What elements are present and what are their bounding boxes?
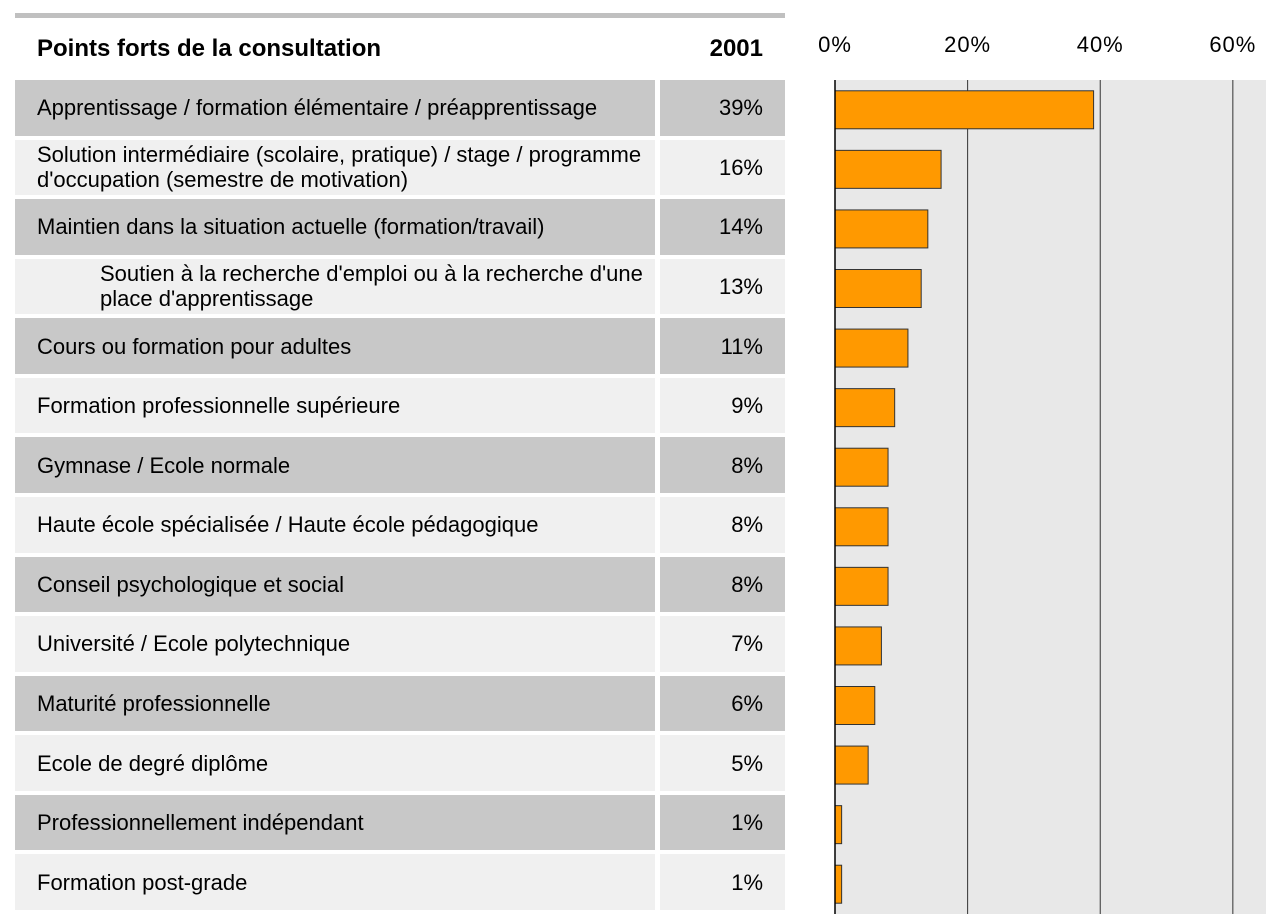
value-label: 5% — [660, 735, 785, 791]
bar — [834, 864, 843, 904]
bar — [834, 328, 909, 368]
bar — [834, 209, 929, 249]
column-header: Points forts de la consultation — [37, 34, 382, 62]
bar — [834, 805, 843, 845]
bar — [834, 90, 1095, 130]
row-label: Conseil psychologique et social — [15, 556, 655, 613]
bar — [834, 447, 889, 487]
row-label: Maintien dans la situation actuelle (for… — [15, 199, 655, 255]
x-tick-label: 0% — [818, 32, 852, 57]
row-label: Université / Ecole polytechnique — [15, 616, 655, 672]
column-header: 2001 — [709, 34, 763, 62]
bar — [834, 388, 896, 428]
value-label: 16% — [660, 139, 785, 196]
bar — [834, 686, 876, 725]
value-label: 1% — [660, 854, 785, 910]
top-rule — [15, 13, 785, 18]
bar — [834, 566, 889, 606]
plot-area — [835, 80, 1266, 914]
row-label: Professionnellement indépendant — [15, 794, 655, 851]
value-label: 39% — [660, 80, 785, 136]
x-tick-label: 40% — [1077, 32, 1124, 57]
bar — [834, 745, 869, 785]
value-label: 9% — [660, 377, 785, 434]
row-label: Gymnase / Ecole normale — [15, 437, 655, 493]
row-label: Solution intermédiaire (scolaire, pratiq… — [15, 139, 655, 196]
bar — [834, 507, 889, 547]
value-label: 14% — [660, 199, 785, 255]
row-label: Haute école spécialisée / Haute école pé… — [15, 497, 655, 553]
value-label: 7% — [660, 616, 785, 672]
value-label: 8% — [660, 556, 785, 613]
row-label: Cours ou formation pour adultes — [15, 318, 655, 374]
row-label: Soutien à la recherche d'emploi ou à la … — [15, 258, 655, 315]
value-label: 1% — [660, 794, 785, 851]
value-label: 6% — [660, 675, 785, 732]
value-label: 8% — [660, 437, 785, 493]
x-tick-label: 60% — [1209, 32, 1256, 57]
x-tick-label: 20% — [944, 32, 991, 57]
bar — [834, 269, 922, 308]
value-label: 8% — [660, 497, 785, 553]
row-label: Ecole de degré diplôme — [15, 735, 655, 791]
row-label: Maturité professionnelle — [15, 675, 655, 732]
bar — [834, 149, 942, 189]
row-label: Formation post-grade — [15, 854, 655, 910]
value-label: 11% — [660, 318, 785, 374]
value-label: 13% — [660, 258, 785, 315]
row-label: Apprentissage / formation élémentaire / … — [15, 80, 655, 136]
row-label: Formation professionnelle supérieure — [15, 377, 655, 434]
bar — [834, 626, 882, 666]
